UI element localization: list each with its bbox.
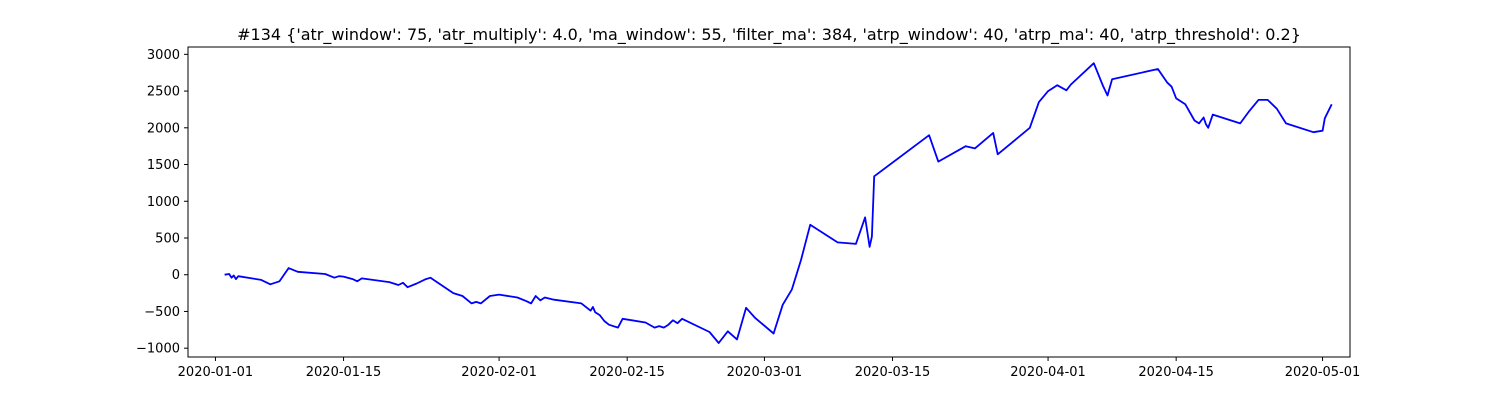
plot-frame — [187, 46, 1351, 358]
y-tick-label: 1500 — [147, 158, 180, 173]
x-tick-label: 2020-01-01 — [178, 365, 254, 380]
x-tick-label: 2020-05-01 — [1285, 365, 1361, 380]
y-tick-label: 2500 — [147, 85, 180, 100]
x-tick-label: 2020-03-15 — [855, 365, 931, 380]
x-tick-label: 2020-03-01 — [727, 365, 803, 380]
x-tick-label: 2020-04-15 — [1138, 365, 1214, 380]
series-line-0 — [224, 62, 1333, 344]
y-tick-label: 0 — [172, 268, 180, 283]
plot-area — [224, 62, 1333, 344]
x-tick-label: 2020-01-15 — [306, 365, 382, 380]
y-tick-label: 500 — [155, 231, 180, 246]
y-tick-label: −500 — [144, 305, 180, 320]
y-tick-label: 2000 — [147, 121, 180, 136]
chart-title: #134 {'atr_window': 75, 'atr_multiply': … — [237, 25, 1301, 45]
x-tick-label: 2020-02-15 — [589, 365, 665, 380]
y-tick-label: −1000 — [136, 342, 180, 357]
x-tick-label: 2020-02-01 — [461, 365, 537, 380]
y-tick-label: 3000 — [147, 48, 180, 63]
x-axis: 2020-01-01 2020-01-15 2020-02-01 2020-02-15… — [178, 357, 1361, 380]
x-tick-label: 2020-04-01 — [1010, 365, 1086, 380]
y-tick-label: 1000 — [147, 195, 180, 210]
y-axis: −1000 −500 0 500 1000 1500 2000 2500 3000 — [136, 48, 188, 357]
